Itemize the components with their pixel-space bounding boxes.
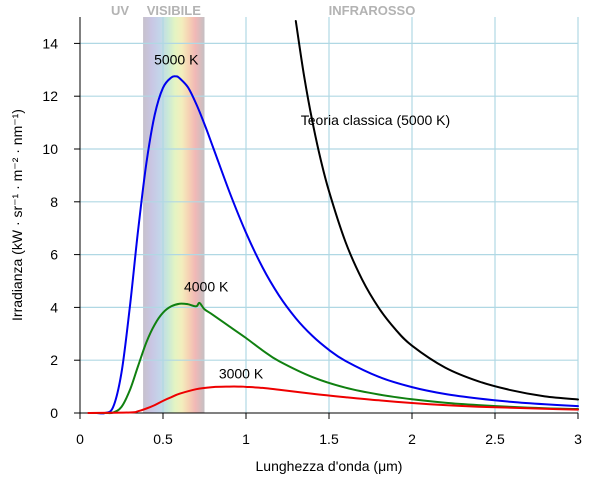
y-tick-label: 6 <box>50 247 58 263</box>
band-label-uv: UV <box>111 3 129 18</box>
grid-layer <box>80 17 579 413</box>
curve-annotation: 4000 K <box>184 279 229 295</box>
y-tick-label: 10 <box>42 141 58 157</box>
y-tick-label: 0 <box>50 405 58 421</box>
text-layer: UV VISIBILE INFRAROSSO 5000 K 4000 K 3000 K Te… <box>111 3 450 382</box>
y-tick-label: 12 <box>42 88 58 104</box>
axes-layer: 0 0.5 1 1.5 2 2.5 3 0 2 4 6 8 10 12 14 Lunghezza d'onda… <box>9 17 582 474</box>
curve-annotation: 5000 K <box>154 52 199 68</box>
band-label-infrarosso: INFRAROSSO <box>329 3 416 18</box>
series-layer <box>87 20 579 415</box>
x-tick-label: 1.5 <box>319 431 339 447</box>
y-tick-label: 2 <box>50 352 58 368</box>
x-tick-label: 3 <box>574 431 582 447</box>
y-tick-label: 8 <box>50 194 58 210</box>
band-layer <box>143 17 205 413</box>
x-tick-label: 0.5 <box>153 431 173 447</box>
x-tick-label: 1 <box>242 431 250 447</box>
visible-spectrum-band <box>143 17 205 413</box>
series-line-3000-k <box>87 385 579 414</box>
y-axis-title: Irradianza (kW · sr⁻¹ · m⁻² · nm⁻¹) <box>9 109 25 321</box>
curve-annotation: 3000 K <box>219 366 264 382</box>
y-tick-label: 14 <box>42 35 58 51</box>
series-line-teoria-classica-5000-k <box>294 20 579 401</box>
x-tick-label: 2.5 <box>485 431 505 447</box>
x-tick-label: 0 <box>76 431 84 447</box>
x-tick-label: 2 <box>408 431 416 447</box>
series-line-4000-k <box>87 301 579 415</box>
y-tick-label: 4 <box>50 299 58 315</box>
curve-annotation: Teoria classica (5000 K) <box>301 112 450 128</box>
band-label-visibile: VISIBILE <box>147 3 202 18</box>
x-axis-title: Lunghezza d'onda (μm) <box>256 458 403 474</box>
series-line-5000-k <box>87 75 579 415</box>
